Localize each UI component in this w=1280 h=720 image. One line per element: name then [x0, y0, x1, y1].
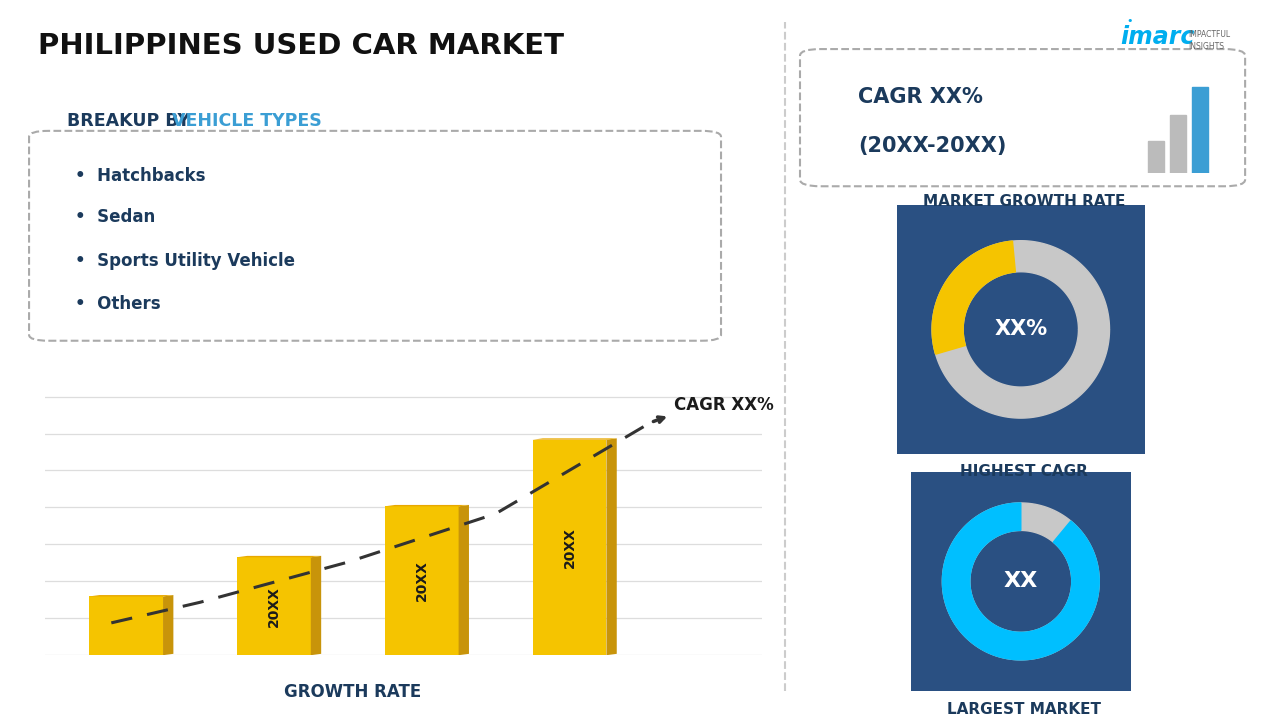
Text: •  Others: • Others — [74, 295, 160, 313]
Polygon shape — [458, 505, 468, 655]
Text: •  Sedan: • Sedan — [74, 208, 155, 226]
Polygon shape — [932, 241, 1015, 354]
FancyBboxPatch shape — [884, 194, 1157, 465]
Bar — [1170, 115, 1185, 173]
Bar — [532, 440, 607, 655]
Polygon shape — [942, 503, 1100, 660]
Text: 20XX: 20XX — [415, 560, 429, 601]
Polygon shape — [163, 595, 173, 655]
Text: HIGHEST CAGR: HIGHEST CAGR — [960, 464, 1088, 480]
Text: CAGR XX%: CAGR XX% — [675, 396, 774, 414]
Text: •: • — [1126, 16, 1133, 26]
Bar — [90, 596, 163, 655]
FancyBboxPatch shape — [800, 49, 1245, 186]
Text: VEHICLE TYPES: VEHICLE TYPES — [172, 112, 321, 130]
Bar — [1148, 141, 1164, 173]
Bar — [1170, 115, 1185, 173]
Bar — [1148, 141, 1164, 173]
Polygon shape — [385, 505, 468, 506]
Text: XX: XX — [1004, 572, 1038, 591]
Bar — [385, 506, 458, 655]
Polygon shape — [90, 595, 173, 596]
Polygon shape — [311, 556, 321, 655]
Text: BREAKUP BY: BREAKUP BY — [67, 112, 196, 130]
Text: PHILIPPINES USED CAR MARKET: PHILIPPINES USED CAR MARKET — [38, 32, 564, 60]
Text: CAGR XX%: CAGR XX% — [859, 87, 983, 107]
Text: GROWTH RATE: GROWTH RATE — [284, 683, 421, 701]
Text: 20XX: 20XX — [562, 527, 576, 568]
Text: (20XX-20XX): (20XX-20XX) — [859, 136, 1006, 156]
Polygon shape — [942, 503, 1100, 660]
Text: LARGEST MARKET: LARGEST MARKET — [947, 702, 1101, 717]
Text: XX%: XX% — [995, 320, 1047, 339]
Text: imarc: imarc — [1120, 25, 1194, 49]
Text: 20XX: 20XX — [268, 586, 280, 626]
Text: MARKET GROWTH RATE: MARKET GROWTH RATE — [923, 194, 1125, 210]
Text: IMPACTFUL
INSIGHTS: IMPACTFUL INSIGHTS — [1188, 30, 1230, 51]
Text: •  Hatchbacks: • Hatchbacks — [74, 167, 205, 185]
FancyBboxPatch shape — [29, 131, 721, 341]
Bar — [237, 557, 311, 655]
Polygon shape — [932, 240, 1110, 418]
Bar — [1192, 86, 1208, 173]
Bar — [1192, 86, 1208, 173]
FancyBboxPatch shape — [901, 462, 1140, 701]
Polygon shape — [607, 438, 617, 655]
Polygon shape — [237, 556, 321, 557]
Text: •  Sports Utility Vehicle: • Sports Utility Vehicle — [74, 251, 294, 269]
Polygon shape — [532, 438, 617, 440]
